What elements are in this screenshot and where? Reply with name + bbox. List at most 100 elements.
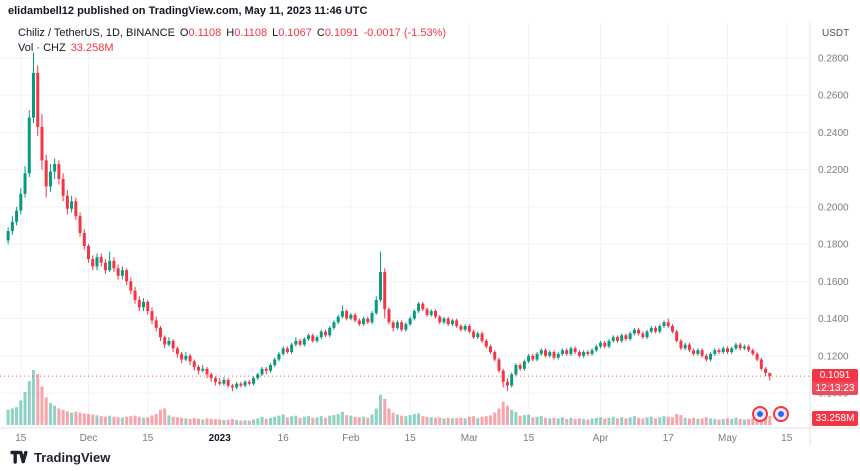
- volume-bar: [44, 397, 48, 425]
- price-tick-label[interactable]: 0.2200: [818, 165, 849, 176]
- volume-bar: [65, 411, 69, 425]
- volume-bar: [433, 417, 438, 425]
- candle-body: [87, 245, 91, 259]
- volume-bar: [192, 418, 196, 425]
- volume-bar: [599, 417, 603, 425]
- volume-bar: [548, 418, 552, 425]
- candle-body: [759, 359, 763, 369]
- price-tick-label[interactable]: 0.2800: [818, 54, 849, 65]
- candle-body: [654, 327, 658, 332]
- volume-bar: [586, 419, 590, 425]
- volume-bar: [103, 416, 107, 425]
- candle-body: [391, 322, 395, 328]
- volume-bar: [742, 419, 746, 425]
- volume-bar: [704, 417, 708, 425]
- volume-bar: [120, 417, 124, 425]
- price-tick-label[interactable]: 0.1200: [818, 351, 849, 362]
- time-tick-label[interactable]: 15: [15, 433, 27, 444]
- candle-body: [687, 344, 691, 351]
- candle-body: [10, 221, 14, 232]
- volume-bar: [281, 414, 285, 425]
- time-tick-label[interactable]: 17: [663, 433, 675, 444]
- volume-bar: [285, 417, 289, 425]
- tradingview-logo-icon: [10, 450, 28, 464]
- price-tick-label[interactable]: 0.1400: [818, 314, 849, 325]
- time-tick-label[interactable]: Apr: [593, 433, 609, 444]
- volume-bar: [489, 415, 493, 425]
- volume-bar: [125, 416, 129, 425]
- candle-body: [577, 352, 581, 356]
- price-tick-label[interactable]: 0.1800: [818, 240, 849, 251]
- time-tick-label[interactable]: 15: [523, 433, 535, 444]
- volume-bar: [666, 416, 670, 425]
- volume-bar: [552, 417, 556, 425]
- time-tick-label[interactable]: Feb: [342, 433, 360, 444]
- price-tick-label[interactable]: 0.1600: [818, 277, 849, 288]
- volume-bar: [40, 386, 44, 425]
- volume-legend-label[interactable]: Vol · CHZ: [18, 42, 66, 54]
- volume-bar: [362, 416, 366, 425]
- volume-bar: [222, 420, 226, 425]
- time-tick-label[interactable]: Dec: [80, 433, 98, 444]
- volume-bar: [472, 416, 476, 425]
- volume-bar: [201, 419, 205, 425]
- time-tick-label[interactable]: May: [718, 433, 737, 444]
- candle-body: [53, 164, 57, 172]
- candle-body: [620, 335, 624, 341]
- last-volume-badge: 33.258M: [812, 411, 858, 426]
- candle-body: [222, 379, 226, 384]
- time-tick-label[interactable]: Mar: [461, 433, 479, 444]
- volume-bar: [36, 374, 40, 425]
- candle-body: [709, 353, 713, 360]
- high-label: H: [226, 27, 235, 39]
- volume-bar: [366, 417, 370, 425]
- volume-bar: [675, 414, 679, 425]
- candle-body: [57, 164, 61, 179]
- volume-bar: [91, 414, 95, 425]
- candle-body: [417, 303, 421, 312]
- volume-bar: [154, 414, 158, 425]
- candle-body: [226, 379, 230, 386]
- volume-bar: [273, 416, 277, 425]
- volume-bar: [391, 412, 395, 425]
- candle-body: [125, 270, 129, 282]
- volume-bar: [556, 418, 560, 425]
- candle-body: [438, 316, 442, 323]
- price-tick-label[interactable]: 0.2600: [818, 91, 849, 102]
- candle-body: [328, 327, 332, 336]
- volume-bar: [31, 370, 36, 425]
- volume-bar: [649, 416, 653, 425]
- volume-bar: [395, 414, 399, 425]
- time-tick-label[interactable]: 15: [142, 433, 154, 444]
- low-value: 0.1067: [278, 27, 312, 39]
- candle-body: [747, 346, 751, 351]
- candle-body: [713, 350, 717, 354]
- price-tick-label[interactable]: 0.2000: [818, 202, 849, 213]
- time-tick-label[interactable]: 15: [405, 433, 417, 444]
- candle-body: [311, 335, 315, 341]
- candle-body: [544, 350, 548, 356]
- price-tick-label[interactable]: 0.2400: [818, 128, 849, 139]
- volume-bar: [137, 416, 141, 425]
- volume-bar: [290, 416, 294, 425]
- candle-body: [32, 72, 36, 118]
- time-tick-label[interactable]: 15: [781, 433, 793, 444]
- candle-body: [154, 320, 158, 328]
- symbol-title[interactable]: Chiliz / TetherUS, 1D, BINANCE: [18, 27, 175, 39]
- candle-body: [256, 374, 260, 379]
- candle-body: [476, 333, 480, 338]
- volume-bar: [82, 413, 86, 425]
- volume-bar: [412, 414, 416, 425]
- volume-bar: [501, 401, 505, 425]
- volume-bar: [171, 416, 175, 425]
- open-value: 0.1108: [188, 27, 222, 39]
- tradingview-logo[interactable]: TradingView: [10, 448, 110, 466]
- candle-body: [565, 350, 569, 354]
- time-tick-label[interactable]: 16: [278, 433, 290, 444]
- volume-bar: [311, 417, 315, 425]
- close-label: C: [316, 27, 325, 39]
- candle-body: [116, 268, 120, 276]
- volume-bar: [450, 418, 454, 425]
- time-tick-label[interactable]: 2023: [209, 433, 232, 444]
